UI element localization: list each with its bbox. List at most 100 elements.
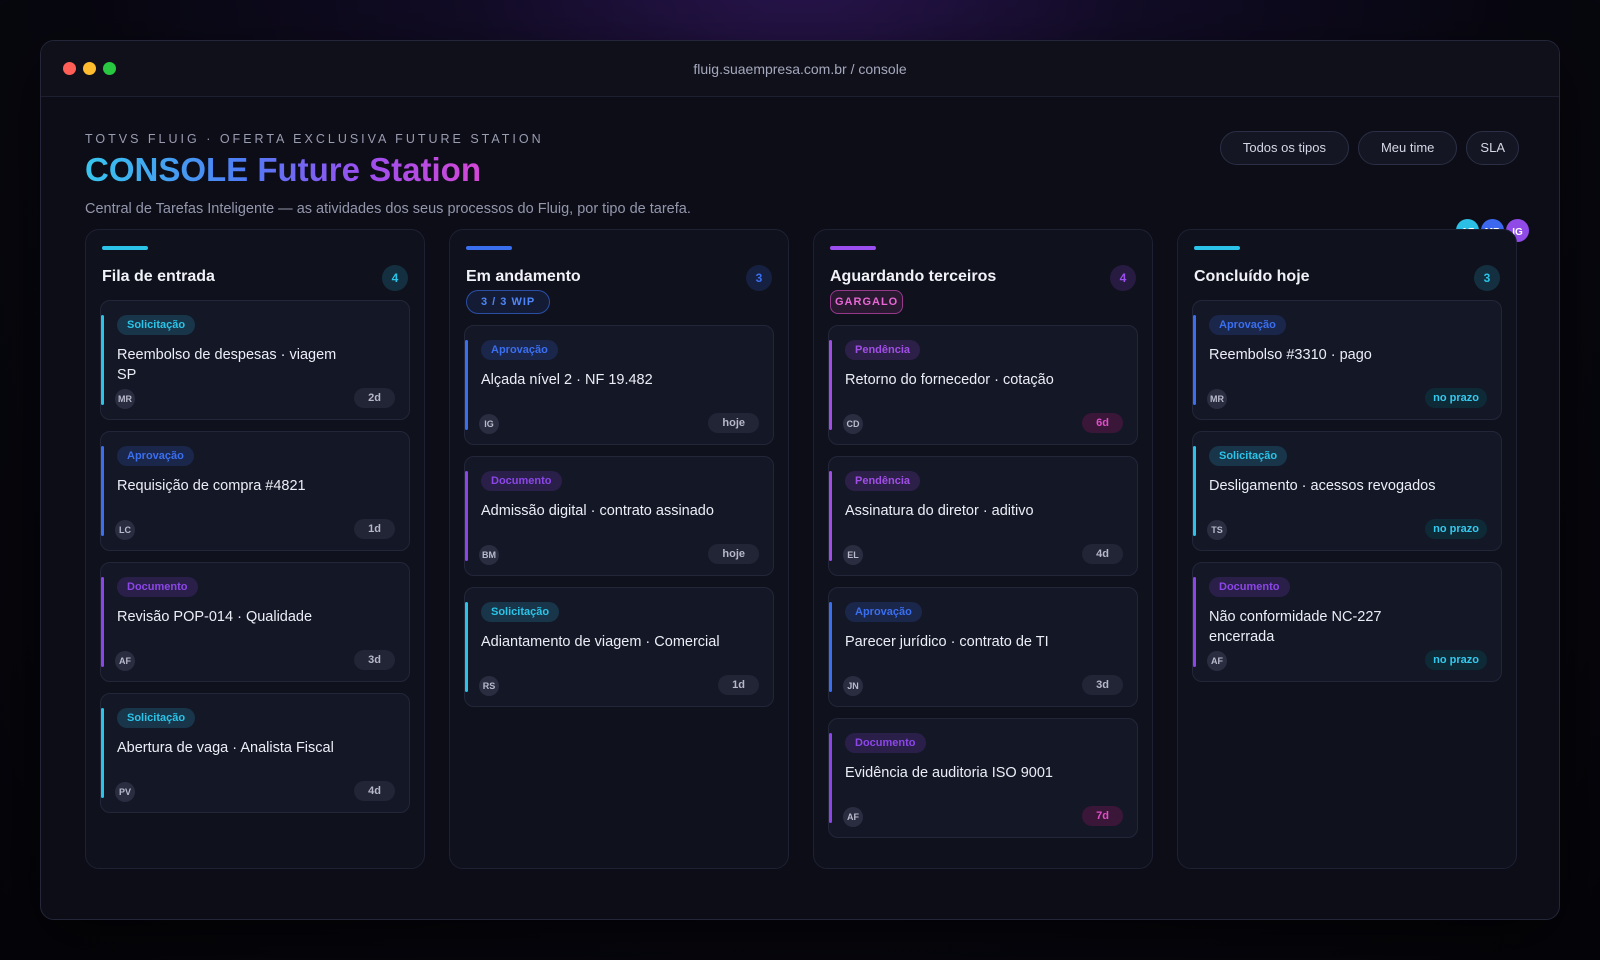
minimize-window-button[interactable] [83,62,96,75]
assignee-avatar: AF [1207,651,1227,671]
column-count-badge: 4 [382,265,408,291]
task-card[interactable]: Solicitação Adiantamento de viagem · Come… [464,587,774,707]
filter-all-types-button[interactable]: Todos os tipos [1219,131,1349,165]
task-age-badge: 3d [1082,675,1123,695]
column-count-badge: 3 [1474,265,1500,291]
task-age-badge: no prazo [1425,388,1487,408]
card-type-bar [101,708,104,798]
filter-my-team-button[interactable]: Meu time [1357,131,1458,165]
task-age-badge: 4d [354,781,395,801]
card-list: Pendência Retorno do fornecedor · cotação… [828,325,1138,849]
task-card[interactable]: Pendência Assinatura do diretor · aditivo… [828,456,1138,576]
card-type-bar [829,471,832,561]
task-card[interactable]: Documento Admissão digital · contrato ass… [464,456,774,576]
card-type-bar [1193,315,1196,405]
task-title: Evidência de auditoria ISO 9001 [845,765,1053,781]
assignee-avatar: PV [115,782,135,802]
card-type-bar [465,340,468,430]
assignee-avatar: EL [843,545,863,565]
task-title: Requisição de compra #4821 [117,478,306,494]
task-age-badge: 4d [1082,544,1123,564]
address-url[interactable]: fluig.suaempresa.com.br / console [693,61,907,77]
task-card[interactable]: Documento Evidência de auditoria ISO 9001… [828,718,1138,838]
task-type-tag: Documento [845,733,926,753]
task-type-tag: Solicitação [117,708,196,728]
task-age-badge: 1d [718,675,759,695]
task-title: Adiantamento de viagem · Comercial [481,634,720,650]
column-title: Fila de entrada [102,268,215,285]
task-type-tag: Pendência [845,340,921,360]
page-title: CONSOLE Future Station [85,151,481,188]
task-card[interactable]: Documento Revisão POP-014 · Qualidade AF 3d [100,562,410,682]
title-bar: fluig.suaempresa.com.br / console [41,41,1559,97]
column-count-badge: 4 [1110,265,1136,291]
task-title: Reembolso #3310 · pago [1209,347,1372,363]
column-concluido-hoje: Concluído hoje 3 Aprovação Reembolso #3310 … [1177,229,1517,869]
card-type-bar [101,577,104,667]
close-window-button[interactable] [63,62,76,75]
column-fila-de-entrada: Fila de entrada 4 Solicitação Reembolso de … [85,229,425,869]
assignee-avatar: BM [479,545,499,565]
column-header: Em andamento 3 [466,265,772,291]
column-title: Aguardando terceiros [830,268,997,285]
column-accent-bar [466,246,512,250]
task-title: Assinatura do diretor · aditivo [845,503,1034,519]
card-list: Solicitação Reembolso de despesas · viage… [100,300,410,824]
task-card[interactable]: Solicitação Abertura de vaga · Analista F… [100,693,410,813]
task-title: Desligamento · acessos revogados [1209,478,1436,494]
task-age-badge: hoje [708,544,759,564]
assignee-avatar: AF [843,807,863,827]
assignee-avatar: CD [843,414,863,434]
maximize-window-button[interactable] [103,62,116,75]
task-type-tag: Documento [117,577,198,597]
task-type-tag: Solicitação [481,602,560,622]
task-age-badge: no prazo [1425,519,1487,539]
task-age-badge: 7d [1082,806,1123,826]
page-kicker: TOTVS FLUIG · OFERTA EXCLUSIVA FUTURE ST… [85,132,544,146]
task-type-tag: Documento [481,471,562,491]
task-type-tag: Pendência [845,471,921,491]
task-title: Reembolso de despesas · viagem SP [117,347,337,383]
assignee-avatar: TS [1207,520,1227,540]
card-type-bar [101,315,104,405]
column-accent-bar [102,246,148,250]
card-type-bar [465,602,468,692]
task-card[interactable]: Solicitação Reembolso de despesas · viage… [100,300,410,420]
task-title: Admissão digital · contrato assinado [481,503,714,519]
filter-bar: Todos os tipos Meu time SLA [1219,131,1519,165]
task-card[interactable]: Documento Não conformidade NC-227 encerra… [1192,562,1502,682]
card-type-bar [465,471,468,561]
task-type-tag: Aprovação [481,340,558,360]
task-title: Alçada nível 2 · NF 19.482 [481,372,653,388]
assignee-avatar: JN [843,676,863,696]
task-card[interactable]: Aprovação Requisição de compra #4821 LC 1d [100,431,410,551]
task-age-badge: no prazo [1425,650,1487,670]
task-age-badge: 3d [354,650,395,670]
wip-limit-badge: 3 / 3 WIP [466,290,551,314]
task-age-badge: hoje [708,413,759,433]
column-count-badge: 3 [746,265,772,291]
column-em-andamento: Em andamento 3 3 / 3 WIP Aprovação Alçada ní… [449,229,789,869]
task-type-tag: Solicitação [1209,446,1288,466]
task-type-tag: Documento [1209,577,1290,597]
page-subtitle: Central de Tarefas Inteligente — as ativ… [85,201,691,217]
task-type-tag: Solicitação [117,315,196,335]
card-type-bar [829,733,832,823]
kanban-board: Fila de entrada 4 Solicitação Reembolso de … [85,229,1519,869]
task-card[interactable]: Solicitação Desligamento · acessos revoga… [1192,431,1502,551]
task-title: Parecer jurídico · contrato de TI [845,634,1049,650]
task-card[interactable]: Aprovação Alçada nível 2 · NF 19.482 IG hoj… [464,325,774,445]
card-type-bar [1193,446,1196,536]
assignee-avatar: IG [479,414,499,434]
column-header: Aguardando terceiros 4 [830,265,1136,291]
task-card[interactable]: Aprovação Reembolso #3310 · pago MR no praz… [1192,300,1502,420]
task-age-badge: 2d [354,388,395,408]
card-list: Aprovação Reembolso #3310 · pago MR no praz… [1192,300,1502,693]
task-card[interactable]: Aprovação Parecer jurídico · contrato de … [828,587,1138,707]
task-card[interactable]: Pendência Retorno do fornecedor · cotação… [828,325,1138,445]
filter-sla-button[interactable]: SLA [1466,131,1519,165]
card-type-bar [829,602,832,692]
column-accent-bar [1194,246,1240,250]
assignee-avatar: MR [115,389,135,409]
card-type-bar [829,340,832,430]
